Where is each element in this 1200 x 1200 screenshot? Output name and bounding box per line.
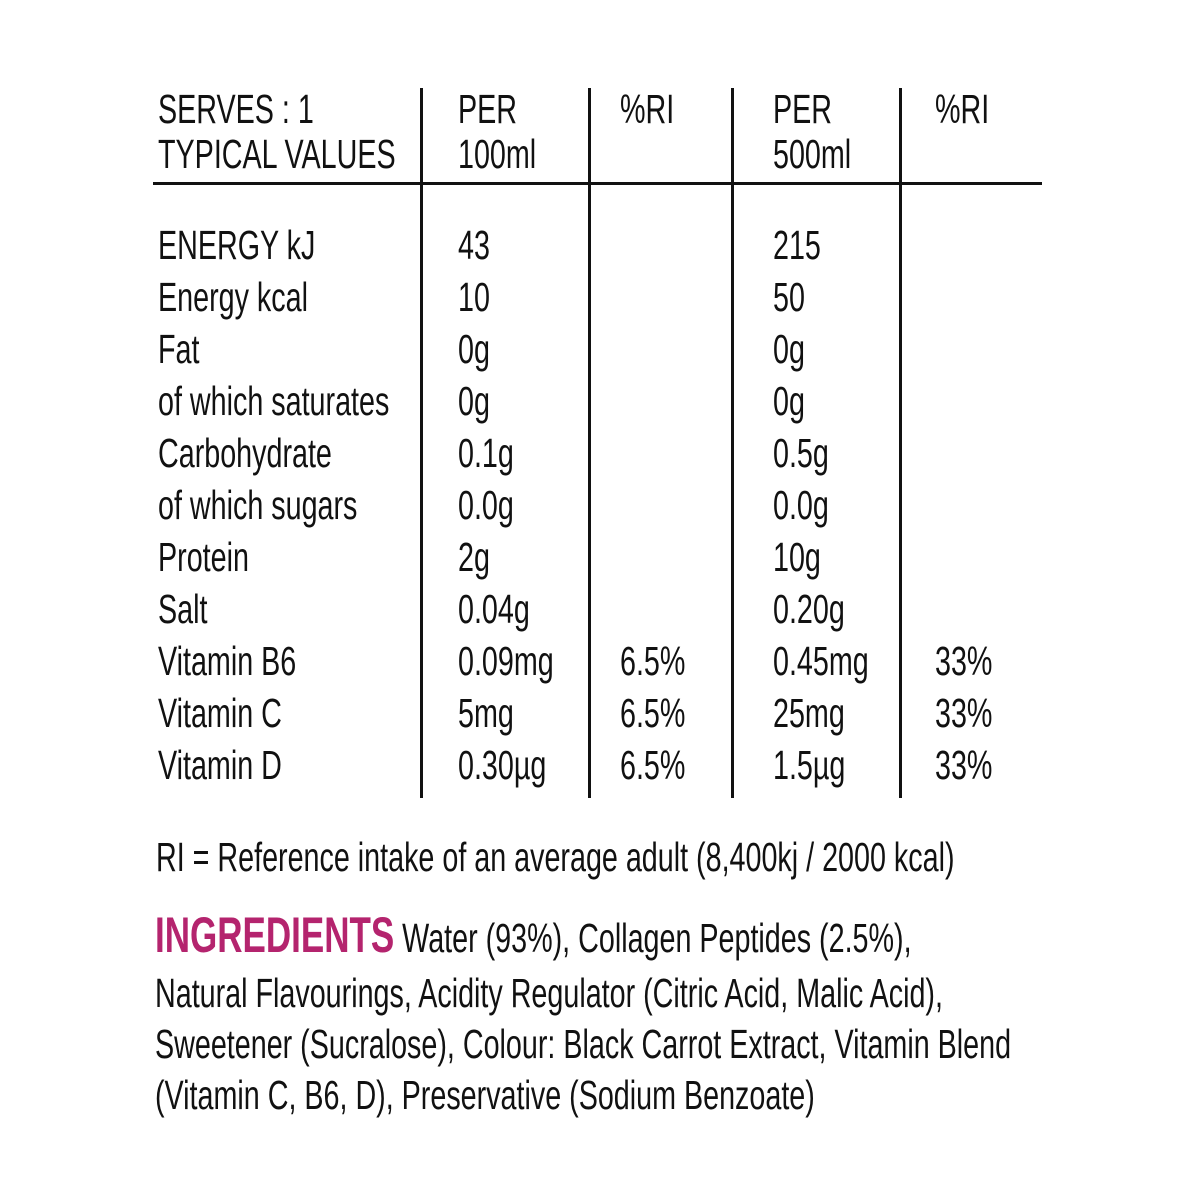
- cell-ri100: 6.5%: [620, 690, 686, 736]
- cell-ri500: 33%: [935, 742, 993, 788]
- cell-label: of which sugars: [158, 482, 358, 528]
- column-divider: [588, 88, 591, 798]
- column-divider: [731, 88, 734, 798]
- ingredients-line-4: (Vitamin C, B6, D), Preservative (Sodium…: [155, 1072, 815, 1118]
- cell-per500: 0g: [773, 326, 805, 372]
- cell-per500: 0.0g: [773, 482, 829, 528]
- cell-label: ENERGY kJ: [158, 222, 316, 268]
- cell-label: Energy kcal: [158, 274, 308, 320]
- cell-per100: 0g: [458, 326, 490, 372]
- cell-label: Fat: [158, 326, 200, 372]
- header-divider: [153, 182, 1042, 185]
- header-typical-values: TYPICAL VALUES: [158, 131, 396, 177]
- cell-per100: 43: [458, 222, 490, 268]
- header-per100-line2: 100ml: [458, 131, 537, 177]
- cell-per500: 0.20g: [773, 586, 845, 632]
- cell-ri100: 6.5%: [620, 638, 686, 684]
- header-ri-1: %RI: [620, 86, 675, 132]
- column-divider: [420, 88, 423, 798]
- cell-label: of which saturates: [158, 378, 390, 424]
- cell-per500: 50: [773, 274, 805, 320]
- ingredients-line-2: Natural Flavourings, Acidity Regulator (…: [155, 970, 943, 1016]
- header-per500-line2: 500ml: [773, 131, 852, 177]
- ingredients-text: Water (93%), Collagen Peptides (2.5%),: [402, 915, 912, 961]
- ingredients-line-1: INGREDIENTS Water (93%), Collagen Peptid…: [155, 910, 912, 961]
- cell-per100: 0.09mg: [458, 638, 554, 684]
- cell-label: Vitamin B6: [158, 638, 297, 684]
- ingredients-line-3: Sweetener (Sucralose), Colour: Black Car…: [155, 1021, 1012, 1067]
- cell-per500: 1.5µg: [773, 742, 846, 788]
- header-serves: SERVES : 1: [158, 86, 314, 132]
- cell-per500: 25mg: [773, 690, 845, 736]
- cell-per100: 0g: [458, 378, 490, 424]
- cell-label: Salt: [158, 586, 208, 632]
- header-ri-2: %RI: [935, 86, 990, 132]
- cell-per100: 0.1g: [458, 430, 514, 476]
- cell-label: Vitamin C: [158, 690, 282, 736]
- cell-per500: 0.45mg: [773, 638, 869, 684]
- ingredients-heading: INGREDIENTS: [155, 907, 395, 963]
- cell-label: Vitamin D: [158, 742, 282, 788]
- cell-per100: 0.30µg: [458, 742, 547, 788]
- cell-per100: 2g: [458, 534, 490, 580]
- header-per500-line1: PER: [773, 86, 833, 132]
- cell-per500: 215: [773, 222, 821, 268]
- column-divider: [899, 88, 902, 798]
- cell-per100: 5mg: [458, 690, 514, 736]
- cell-per100: 0.04g: [458, 586, 530, 632]
- cell-ri500: 33%: [935, 638, 993, 684]
- cell-per500: 0g: [773, 378, 805, 424]
- cell-per100: 0.0g: [458, 482, 514, 528]
- cell-per500: 10g: [773, 534, 821, 580]
- ri-note: RI = Reference intake of an average adul…: [156, 834, 955, 880]
- cell-per500: 0.5g: [773, 430, 829, 476]
- cell-ri500: 33%: [935, 690, 993, 736]
- cell-per100: 10: [458, 274, 490, 320]
- cell-label: Carbohydrate: [158, 430, 332, 476]
- header-per100-line1: PER: [458, 86, 518, 132]
- cell-ri100: 6.5%: [620, 742, 686, 788]
- cell-label: Protein: [158, 534, 249, 580]
